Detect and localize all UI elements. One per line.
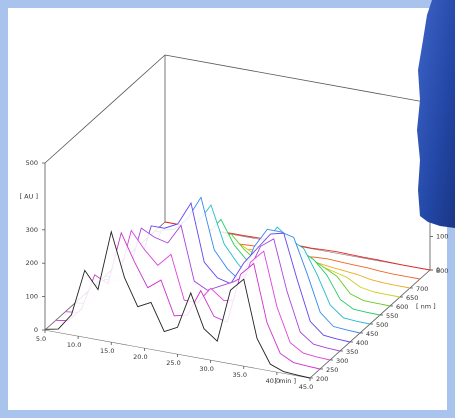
y-axis-label: [ AU ] [20, 192, 38, 200]
z-tick-label: 200 [316, 375, 328, 383]
z-tick-label: 600 [396, 303, 408, 311]
z-tick-label: 500 [376, 321, 388, 329]
x-tick-label: 10.0 [67, 341, 81, 349]
z-tick-label: 300 [336, 357, 348, 365]
z-tick-label: 450 [366, 330, 378, 338]
y-tick-label: 300 [26, 226, 38, 234]
x-tick-label: 20.0 [133, 353, 147, 361]
x-axis-label: [ min ] [275, 377, 296, 385]
chart: 0100200300500[ AU ]01005.010.015.020.025… [0, 0, 455, 418]
z-tick-label: 400 [356, 339, 368, 347]
z-axis-label: [ nm ] [416, 302, 436, 310]
screen: 0100200300500[ AU ]01005.010.015.020.025… [0, 0, 455, 418]
x-tick-label: 35.0 [233, 371, 247, 379]
y-tick-label: 200 [26, 259, 38, 267]
z-tick-label: 650 [406, 294, 418, 302]
x-tick-label: 45.0 [299, 383, 313, 391]
z-tick-label: 700 [416, 285, 428, 293]
x-tick-label: 5.0 [36, 335, 46, 343]
z-tick-label: 550 [386, 312, 398, 320]
y-tick-label: 100 [26, 293, 38, 301]
z-tick-label: 350 [346, 348, 358, 356]
x-tick-label: 30.0 [199, 365, 213, 373]
z-tick-label: 250 [326, 366, 338, 374]
z-tick-label: 800 [436, 267, 448, 275]
x-tick-label: 15.0 [100, 347, 114, 355]
y-tick-label: 100 [436, 233, 448, 241]
y-tick-label: 0 [34, 326, 38, 334]
x-tick-label: 25.0 [166, 359, 180, 367]
y-tick-label: 500 [26, 159, 38, 167]
